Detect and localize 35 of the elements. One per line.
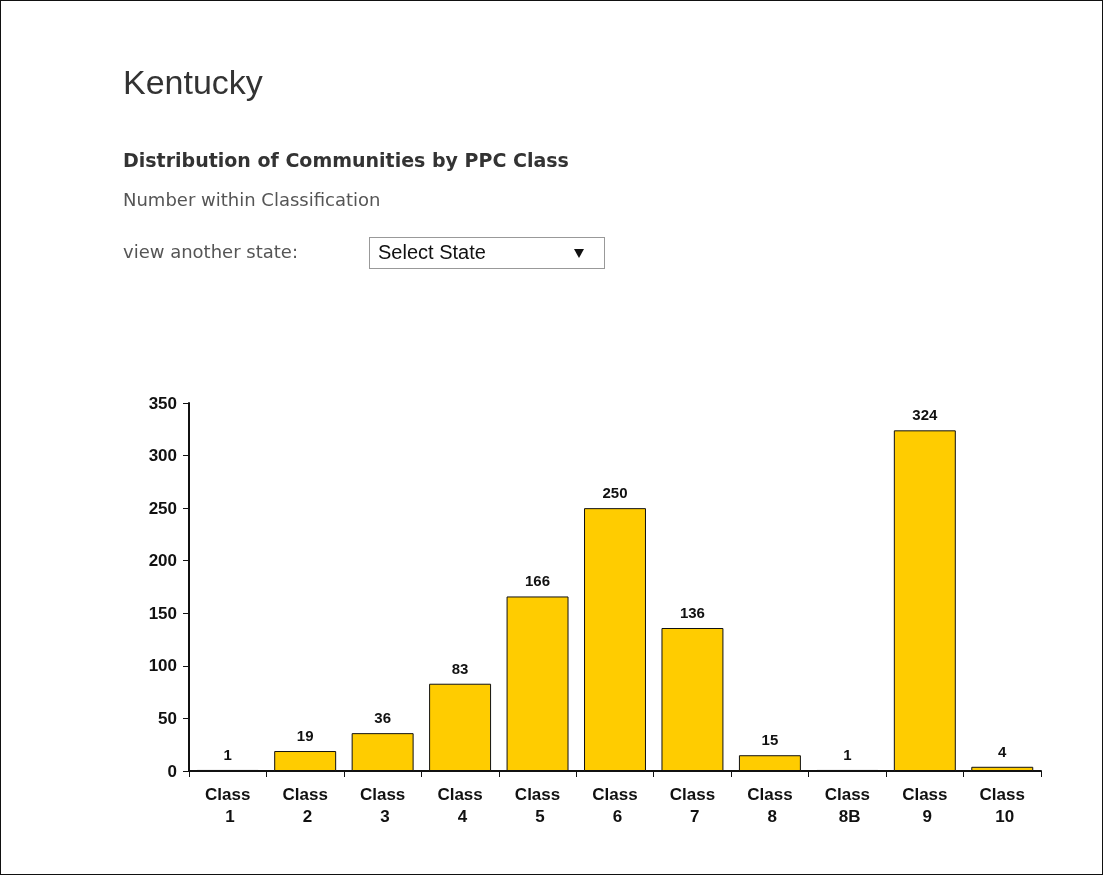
data-label: 83 <box>451 659 469 677</box>
chart-subtitle: Distribution of Communities by PPC Class <box>123 149 569 171</box>
data-label: 4 <box>998 742 1008 760</box>
data-label: 19 <box>296 727 314 745</box>
data-label: 15 <box>761 731 779 749</box>
data-label: 36 <box>374 709 391 727</box>
x-tick-label: Class 10 <box>979 784 1025 826</box>
y-tick-label: 150 <box>148 603 177 623</box>
x-tick-label: Class 9 <box>902 784 948 826</box>
y-tick-label: 350 <box>148 393 177 413</box>
data-label: 1 <box>223 745 232 763</box>
data-label: 166 <box>525 572 551 590</box>
y-tick-label: 50 <box>158 708 177 728</box>
x-tick-label: Class 5 <box>514 784 561 826</box>
data-label: 250 <box>602 484 628 502</box>
x-tick-label: Class 8 <box>747 784 793 826</box>
x-tick-label: Class 7 <box>669 784 716 826</box>
y-tick-label: 0 <box>167 761 177 781</box>
x-tick-label: Class 1 <box>205 784 251 826</box>
data-label: 136 <box>679 604 705 622</box>
y-tick-label: 100 <box>148 656 177 676</box>
text: view another state: <box>123 241 298 262</box>
y-tick-label: 250 <box>148 498 177 518</box>
y-tick-label: 200 <box>148 551 177 571</box>
x-tick-label: Class 6 <box>592 784 638 826</box>
select-dropdown: Select State <box>369 237 605 269</box>
y-tick-label: 300 <box>148 446 177 466</box>
x-tick-label: Class 8B <box>824 784 871 826</box>
x-tick-label: Class 4 <box>437 784 483 826</box>
text: Number within Classification <box>123 189 381 210</box>
x-tick-label: Class 2 <box>282 784 328 826</box>
chart-title: Kentucky <box>123 63 263 102</box>
data-label: 1 <box>843 745 852 763</box>
data-label: 324 <box>912 406 938 424</box>
x-tick-label: Class 3 <box>359 784 406 826</box>
